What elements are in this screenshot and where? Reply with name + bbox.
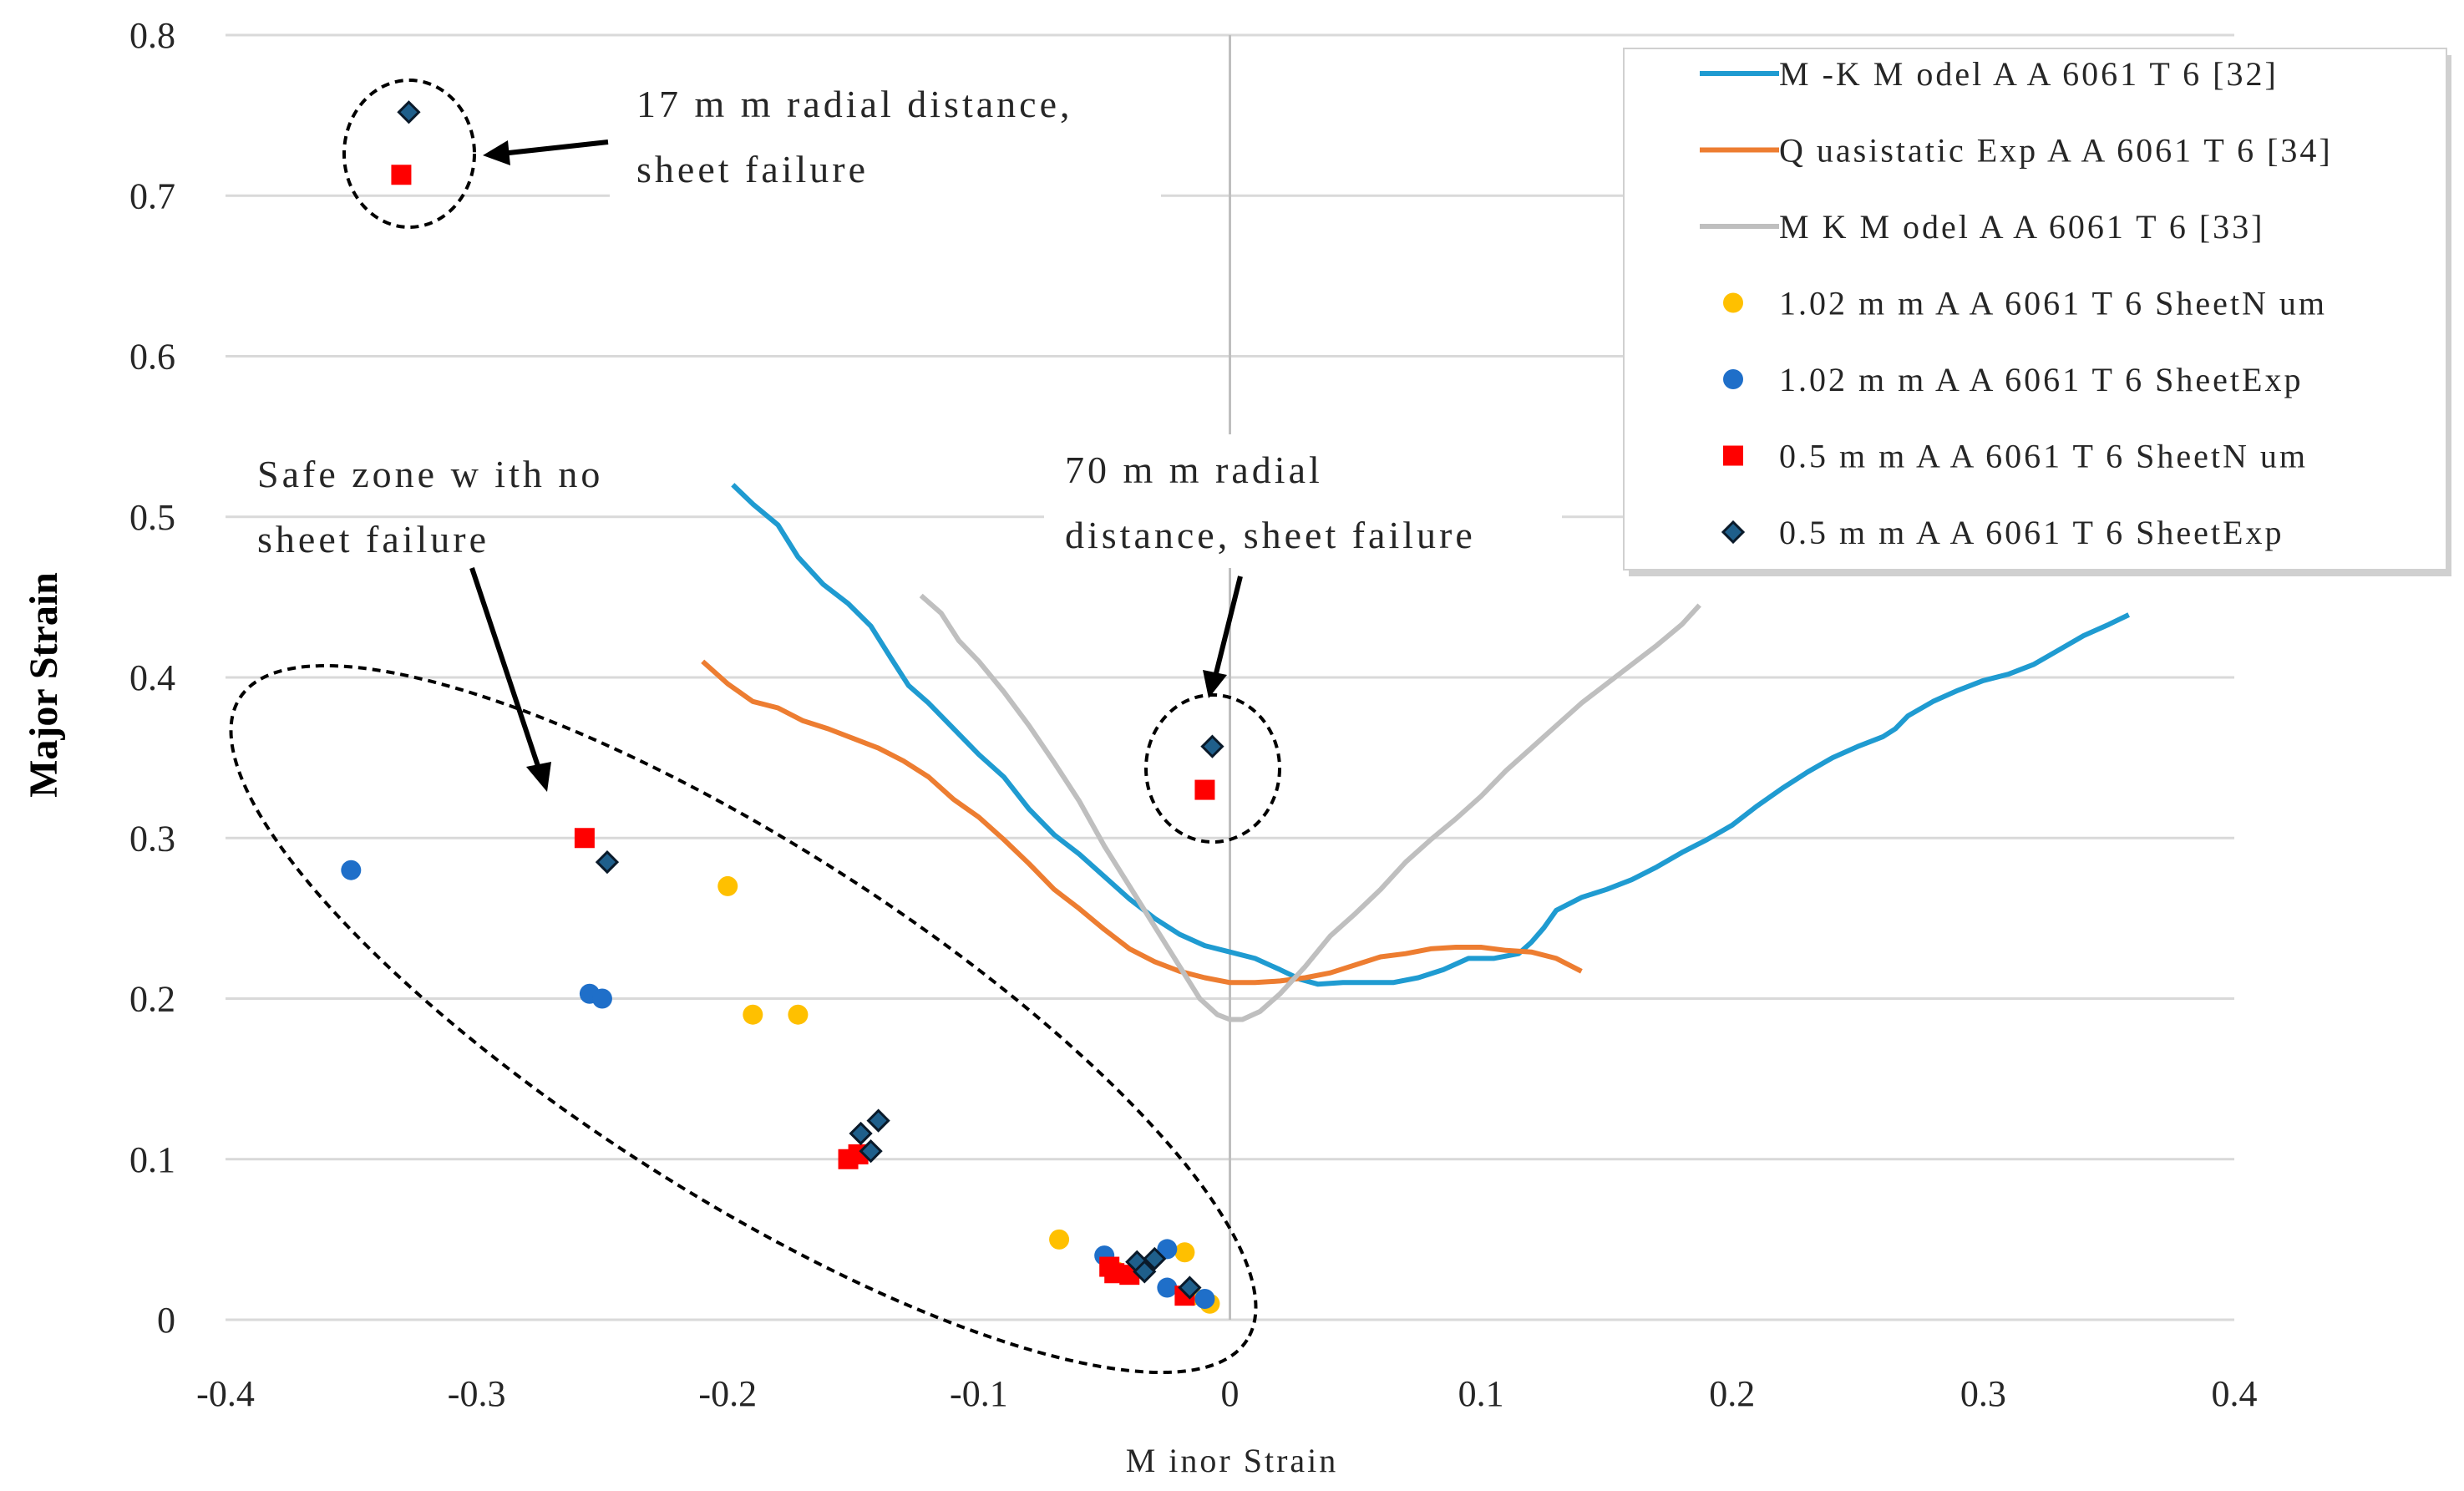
legend-label-2: M K M odel A A 6061 T 6 [33] (1779, 208, 2264, 246)
y-tick-label: 0.8 (129, 15, 175, 56)
annotation-safe-zone-arrow-head (526, 762, 551, 792)
series-6-point-4 (849, 1121, 873, 1146)
annotation-safe-zone-line1: Safe zone w ith no (257, 453, 603, 495)
legend-label-1: Q uasistatic Exp A A 6061 T 6 [34] (1779, 132, 2333, 170)
x-tick-label: -0.3 (448, 1373, 506, 1414)
series-line-0 (731, 483, 2131, 987)
legend-label-5: 0.5 m m A A 6061 T 6 SheetN um (1779, 438, 2308, 475)
x-axis-title: M inor Strain (1126, 1442, 1339, 1479)
legend-label-3: 1.02 m m A A 6061 T 6 SheetN um (1779, 285, 2327, 322)
series-6-point-7 (1133, 1260, 1157, 1284)
annotation-17mm-line2: sheet failure (636, 148, 869, 190)
y-tick-label: 0.2 (129, 979, 175, 1020)
annotation-70mm-line2: distance, sheet failure (1065, 514, 1476, 556)
x-tick-label: 0.2 (1709, 1373, 1755, 1414)
legend-swatch-5 (1723, 445, 1743, 466)
series-4-point-5 (1157, 1277, 1178, 1298)
series-line-2 (919, 593, 1701, 1022)
series-4-point-2 (591, 988, 612, 1009)
x-tick-label: 0 (1221, 1373, 1240, 1414)
x-tick-label: -0.2 (698, 1373, 757, 1414)
annotation-17mm-arrow-shaft (500, 139, 609, 156)
x-tick-label: 0.4 (2212, 1373, 2258, 1414)
x-tick-label: -0.4 (196, 1373, 255, 1414)
annotation-70mm-ellipse (1144, 693, 1281, 844)
series-6-point-1 (595, 849, 620, 875)
series-5-point-1 (574, 828, 595, 849)
line-series (701, 483, 2131, 1022)
series-6-point-9 (1178, 1275, 1202, 1300)
annotation-17mm-line1: 17 m m radial distance, (636, 83, 1073, 125)
legend-box (1623, 48, 2447, 571)
series-4-point-6 (1194, 1289, 1215, 1310)
series-6-point-0 (397, 100, 421, 124)
y-tick-label: 0.4 (129, 657, 175, 698)
series-3-point-3 (1049, 1229, 1070, 1250)
y-tick-label: 0.7 (129, 175, 175, 216)
series-6-point-8 (1143, 1246, 1167, 1271)
x-axis-tick-labels: -0.4 -0.3 -0.2 -0.1 0 0.1 0.2 0.3 0.4 (196, 1373, 2257, 1414)
legend-label-6: 0.5 m m A A 6061 T 6 SheetExp (1779, 514, 2284, 551)
legend-label-4: 1.02 m m A A 6061 T 6 SheetExp (1779, 361, 2303, 398)
series-4-point-0 (341, 860, 362, 880)
series-3-point-5 (1174, 1242, 1195, 1263)
marker-series (341, 100, 1224, 1314)
series-line-1 (701, 659, 1583, 986)
x-tick-label: 0.1 (1458, 1373, 1504, 1414)
x-tick-label: 0.3 (1960, 1373, 2006, 1414)
legend-swatch-4 (1723, 369, 1743, 389)
series-6-point-3 (866, 1108, 890, 1133)
legend: M -K M odel A A 6061 T 6 [32] Q uasistati… (1623, 48, 2451, 576)
legend-swatch-6 (1721, 520, 1746, 545)
legend-swatch-3 (1723, 292, 1743, 313)
series-5-point-2 (1194, 779, 1215, 800)
series-6-point-2 (1200, 734, 1224, 758)
annotation-17mm-ellipse (342, 79, 476, 229)
series-5-point-0 (391, 165, 412, 185)
annotation-70mm-box (1044, 434, 1562, 568)
y-tick-label: 0.5 (129, 497, 175, 538)
y-tick-label: 0.3 (129, 818, 175, 859)
annotation-17mm-arrow-head (483, 140, 510, 165)
annotation-70mm-line1: 70 m m radial (1065, 449, 1323, 491)
annotation-17mm-box (610, 65, 1161, 200)
y-tick-label: 0.1 (129, 1139, 175, 1180)
y-tick-label: 0 (157, 1300, 175, 1341)
series-3-point-2 (788, 1004, 809, 1025)
series-4-point-4 (1157, 1239, 1178, 1260)
annotation-safe-zone-ellipse (229, 663, 1258, 1375)
y-tick-label: 0.6 (129, 337, 175, 378)
x-tick-label: -0.1 (950, 1373, 1008, 1414)
legend-label-0: M -K M odel A A 6061 T 6 [32] (1779, 55, 2279, 93)
series-3-point-1 (743, 1004, 763, 1025)
y-axis-tick-labels: 0 0.1 0.2 0.3 0.4 0.5 0.6 0.7 0.8 (129, 15, 175, 1341)
annotation-70mm-arrow-shaft (1213, 576, 1243, 677)
annotation-safe-zone-arrow-shaft (469, 567, 541, 769)
legend-items: M -K M odel A A 6061 T 6 [32] Q uasistati… (1700, 55, 2333, 551)
y-axis-title: Major Strain (22, 572, 66, 798)
series-3-point-0 (717, 875, 738, 896)
series-6-point-5 (859, 1139, 883, 1164)
annotation-70mm-arrow-head (1203, 670, 1227, 698)
annotation-safe-zone-line2: sheet failure (257, 518, 489, 560)
annotations: 17 m m radial distance, sheet failure 70… (229, 65, 1562, 1375)
